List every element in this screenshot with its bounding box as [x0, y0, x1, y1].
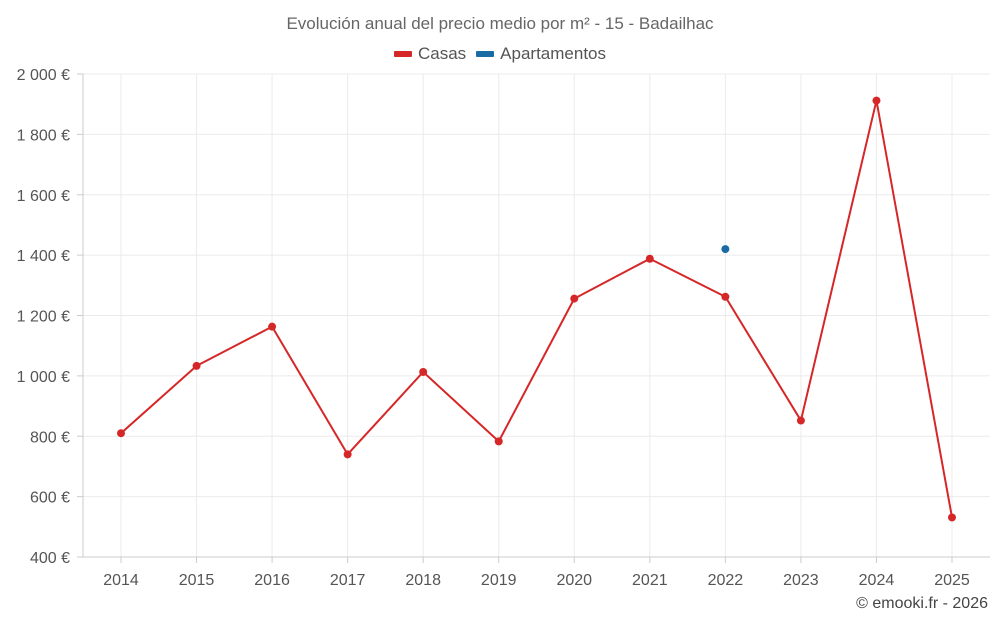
- data-point-casas[interactable]: [872, 96, 881, 105]
- y-tick-label: 800 €: [30, 429, 70, 446]
- legend: Casas Apartamentos: [0, 44, 1000, 64]
- y-tick-label: 400 €: [30, 550, 70, 567]
- y-tick-label: 1 000 €: [17, 369, 70, 386]
- x-tick-label: 2021: [632, 572, 668, 589]
- legend-label-casas: Casas: [417, 44, 467, 63]
- y-tick-label: 1 600 €: [17, 188, 70, 205]
- data-point-casas[interactable]: [570, 294, 579, 303]
- x-tick-label: 2014: [103, 572, 139, 589]
- data-point-casas[interactable]: [948, 513, 956, 522]
- x-tick-label: 2016: [254, 572, 290, 589]
- series-layer: [117, 96, 956, 522]
- data-point-casas[interactable]: [796, 416, 805, 425]
- y-tick-label: 2 000 €: [17, 67, 70, 84]
- legend-item-apartamentos[interactable]: Apartamentos: [476, 44, 606, 64]
- x-tick-label: 2023: [783, 572, 819, 589]
- x-tick-label: 2018: [405, 572, 441, 589]
- credit-text[interactable]: © emooki.fr - 2026: [856, 595, 988, 612]
- data-point-apartamentos[interactable]: [721, 245, 730, 254]
- x-tick-label: 2019: [481, 572, 517, 589]
- x-tick-label: 2022: [708, 572, 744, 589]
- data-point-casas[interactable]: [419, 367, 428, 376]
- data-point-casas[interactable]: [343, 450, 352, 459]
- y-axis-ticks: 400 € 600 € 800 € 1 000 € 1 200 € 1 400 € 1 60…: [17, 67, 83, 567]
- y-tick-label: 1 400 €: [17, 248, 70, 265]
- data-point-casas[interactable]: [268, 322, 277, 331]
- legend-item-casas[interactable]: Casas: [393, 44, 467, 64]
- x-axis-ticks: 2014 2015 2016 2017 2018 2019 2020 2021 2022 2023…: [103, 557, 970, 589]
- grid-lines: [83, 73, 990, 557]
- x-tick-label: 2025: [934, 572, 970, 589]
- data-point-casas[interactable]: [645, 254, 654, 263]
- legend-swatch-apartamentos: [476, 51, 495, 57]
- series-line-casas: [120, 99, 953, 518]
- data-point-casas[interactable]: [192, 361, 201, 370]
- data-point-casas[interactable]: [117, 429, 125, 438]
- y-tick-label: 1 800 €: [17, 127, 70, 144]
- x-tick-label: 2017: [330, 572, 366, 589]
- legend-label-apartamentos: Apartamentos: [500, 44, 607, 63]
- legend-swatch-casas: [393, 51, 412, 57]
- y-tick-label: 1 200 €: [17, 309, 70, 326]
- chart-title: Evolución anual del precio medio por m² …: [286, 14, 714, 33]
- y-tick-label: 600 €: [30, 490, 70, 507]
- data-point-casas[interactable]: [494, 437, 503, 446]
- x-tick-label: 2015: [179, 572, 215, 589]
- x-tick-label: 2024: [859, 572, 895, 589]
- x-tick-label: 2020: [556, 572, 592, 589]
- data-point-casas[interactable]: [721, 292, 730, 301]
